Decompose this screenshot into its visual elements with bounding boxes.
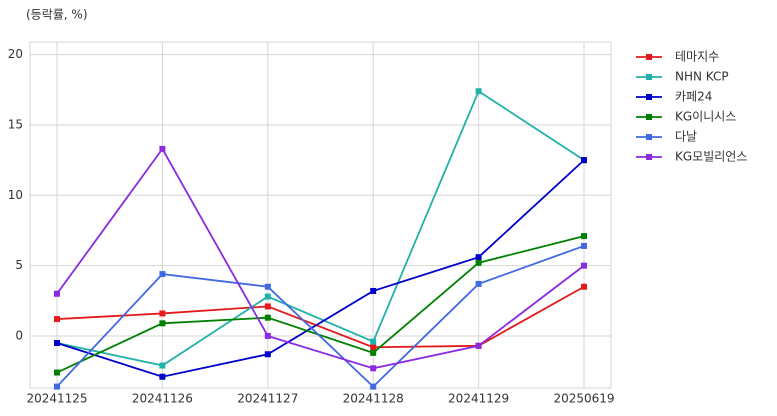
legend-label: NHN KCP bbox=[675, 70, 729, 84]
point-marker bbox=[264, 351, 271, 358]
point-marker bbox=[475, 342, 482, 349]
y-tick-label: 5 bbox=[15, 258, 23, 272]
point-marker bbox=[264, 293, 271, 300]
legend-marker bbox=[646, 134, 652, 140]
legend-marker bbox=[646, 154, 652, 160]
series-line bbox=[56, 147, 585, 370]
y-tick-label: 20 bbox=[8, 47, 23, 61]
plot-area bbox=[29, 41, 612, 389]
point-marker bbox=[264, 283, 271, 290]
point-marker bbox=[581, 283, 587, 290]
legend-label: KG이니시스 bbox=[675, 110, 736, 124]
x-tick-label: 20250619 bbox=[553, 392, 614, 406]
point-marker bbox=[370, 338, 377, 345]
point-marker bbox=[370, 383, 377, 390]
point-marker bbox=[370, 344, 377, 351]
point-marker bbox=[54, 383, 60, 390]
series-line bbox=[56, 285, 585, 349]
y-tick-label: 0 bbox=[15, 328, 23, 342]
y-axis-label: (등락률, %) bbox=[26, 8, 88, 22]
legend-label: 테마지수 bbox=[675, 50, 719, 64]
point-marker bbox=[370, 349, 377, 356]
point-marker bbox=[159, 271, 166, 278]
y-tick-label: 15 bbox=[8, 117, 23, 131]
x-tick-label: 20241129 bbox=[448, 392, 509, 406]
legend-marker bbox=[646, 74, 652, 80]
point-marker bbox=[370, 287, 377, 294]
point-marker bbox=[264, 303, 271, 310]
x-tick-label: 20241128 bbox=[343, 392, 404, 406]
point-marker bbox=[581, 262, 587, 269]
series-line bbox=[56, 159, 585, 378]
legend-label: KG모빌리언스 bbox=[675, 150, 747, 164]
x-tick-label: 20241127 bbox=[237, 392, 298, 406]
point-marker bbox=[264, 332, 271, 339]
point-marker bbox=[581, 233, 587, 240]
point-marker bbox=[475, 88, 482, 95]
point-marker bbox=[54, 290, 60, 297]
point-marker bbox=[159, 362, 166, 369]
point-marker bbox=[475, 259, 482, 266]
point-marker bbox=[54, 369, 60, 376]
point-marker bbox=[159, 320, 166, 327]
point-marker bbox=[159, 145, 166, 152]
legend-label: 카페24 bbox=[675, 90, 712, 104]
point-marker bbox=[581, 157, 587, 164]
point-marker bbox=[475, 254, 482, 261]
series-line bbox=[56, 89, 585, 367]
point-marker bbox=[54, 316, 60, 323]
point-marker bbox=[159, 373, 166, 380]
series-line bbox=[56, 235, 585, 374]
point-marker bbox=[159, 310, 166, 317]
point-marker bbox=[264, 314, 271, 321]
legend-marker bbox=[646, 94, 652, 100]
point-marker bbox=[475, 280, 482, 287]
point-marker bbox=[581, 242, 587, 249]
point-marker bbox=[54, 339, 60, 346]
series-line bbox=[56, 245, 585, 388]
legend-marker bbox=[646, 114, 652, 120]
legend-label: 다날 bbox=[675, 130, 697, 144]
x-tick-label: 20241126 bbox=[132, 392, 193, 406]
legend-marker bbox=[646, 54, 652, 60]
x-tick-label: 20241125 bbox=[26, 392, 87, 406]
point-marker bbox=[370, 365, 377, 372]
y-tick-label: 10 bbox=[8, 188, 23, 202]
